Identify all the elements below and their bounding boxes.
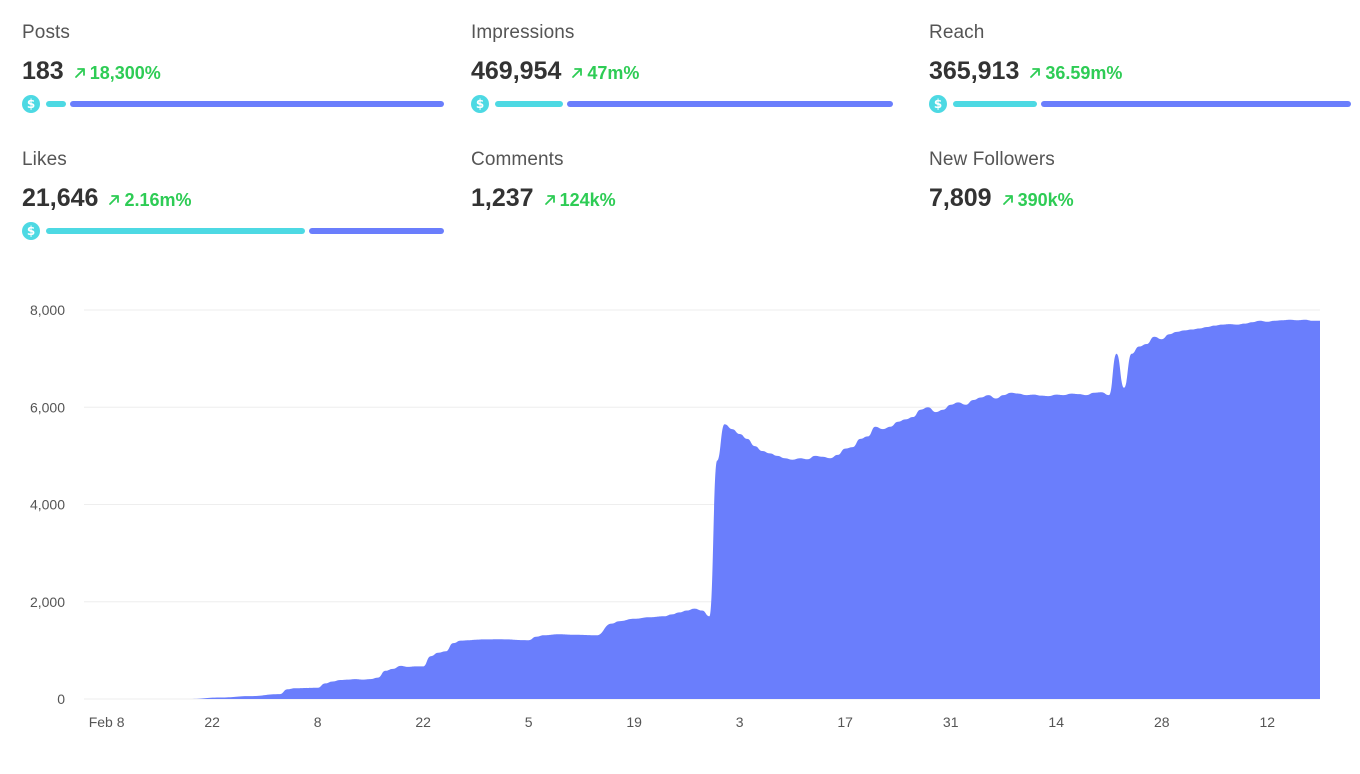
x-tick-label: 22 xyxy=(204,714,220,730)
x-tick-label: 28 xyxy=(1154,714,1170,730)
y-tick-label: 0 xyxy=(57,691,65,707)
x-tick-label: 17 xyxy=(837,714,853,730)
x-tick-label: 19 xyxy=(626,714,642,730)
y-tick-label: 6,000 xyxy=(30,399,65,415)
metric-value-row: 7,809 390k% xyxy=(929,184,1359,212)
metric-change-value: 124k% xyxy=(559,190,616,210)
x-tick-label: 5 xyxy=(525,714,533,730)
metric-value-row: 469,954 47m% xyxy=(471,57,901,85)
arrow-up-right-icon xyxy=(1030,68,1041,78)
progress-segment-primary xyxy=(46,101,66,107)
metric-progress-bar: $ xyxy=(22,222,444,240)
metric-progress-bar: $ xyxy=(929,95,1351,113)
dollar-icon: $ xyxy=(22,222,40,240)
metric-value: 365,913 xyxy=(929,57,1020,85)
metric-change: 390k% xyxy=(1002,189,1074,211)
metric-change-value: 390k% xyxy=(1017,190,1074,210)
chart-area-layer xyxy=(84,319,1320,699)
metric-change-value: 36.59m% xyxy=(1045,63,1123,83)
metric-change: 2.16m% xyxy=(108,189,192,211)
metric-change-value: 18,300% xyxy=(89,63,161,83)
x-tick-label: 31 xyxy=(943,714,959,730)
arrow-up-right-icon xyxy=(1002,195,1013,205)
dollar-icon: $ xyxy=(929,95,947,113)
metric-progress-bar: $ xyxy=(471,95,893,113)
series-area-0 xyxy=(84,319,1320,699)
x-tick-label: Feb 8 xyxy=(89,714,125,730)
y-tick-label: 2,000 xyxy=(30,594,65,610)
progress-segment-secondary xyxy=(70,101,444,107)
y-tick-label: 8,000 xyxy=(30,302,65,318)
metric-reach: Reach 365,913 36.59m% $ xyxy=(929,22,1359,113)
metric-value: 21,646 xyxy=(22,184,99,212)
metric-new-followers: New Followers 7,809 390k% xyxy=(929,149,1359,212)
progress-segment-secondary xyxy=(1041,101,1351,107)
followers-area-chart: 0 2,000 4,000 6,000 8,000 Feb 8 22 8 22 5 19 3 17 31… xyxy=(30,302,1320,730)
metric-posts: Posts 183 18,300% $ xyxy=(22,22,452,113)
x-tick-label: 14 xyxy=(1048,714,1064,730)
metric-value-row: 21,646 2.16m% xyxy=(22,184,452,212)
metric-change: 36.59m% xyxy=(1029,62,1122,84)
x-tick-label: 8 xyxy=(314,714,322,730)
metric-value-row: 1,237 124k% xyxy=(471,184,901,212)
metric-value: 7,809 xyxy=(929,184,992,212)
x-tick-label: 22 xyxy=(415,714,431,730)
x-axis: Feb 8 22 8 22 5 19 3 17 31 14 28 12 xyxy=(89,714,1276,730)
metric-impressions: Impressions 469,954 47m% $ xyxy=(471,22,901,113)
metric-label: Likes xyxy=(22,149,67,170)
metric-change: 124k% xyxy=(544,189,616,211)
metric-value-row: 183 18,300% xyxy=(22,57,452,85)
metric-label: Reach xyxy=(929,22,985,43)
x-tick-label: 12 xyxy=(1259,714,1275,730)
arrow-up-right-icon xyxy=(74,68,85,78)
y-tick-label: 4,000 xyxy=(30,497,65,513)
arrow-up-right-icon xyxy=(572,68,583,78)
dollar-icon: $ xyxy=(22,95,40,113)
progress-segment-primary xyxy=(46,228,305,234)
metric-progress-bar: $ xyxy=(22,95,444,113)
arrow-up-right-icon xyxy=(544,195,555,205)
y-axis: 0 2,000 4,000 6,000 8,000 xyxy=(30,302,65,707)
metric-label: New Followers xyxy=(929,149,1055,170)
metric-comments: Comments 1,237 124k% xyxy=(471,149,901,212)
metric-value: 1,237 xyxy=(471,184,534,212)
progress-segment-primary xyxy=(495,101,563,107)
metric-value: 469,954 xyxy=(471,57,562,85)
metric-change: 47m% xyxy=(571,62,639,84)
metric-change-value: 47m% xyxy=(587,63,640,83)
arrow-up-right-icon xyxy=(109,195,120,205)
progress-segment-primary xyxy=(953,101,1037,107)
dollar-icon: $ xyxy=(471,95,489,113)
metric-value-row: 365,913 36.59m% xyxy=(929,57,1359,85)
metric-change: 18,300% xyxy=(74,62,161,84)
metric-value: 183 xyxy=(22,57,64,85)
metric-likes: Likes 21,646 2.16m% $ xyxy=(22,149,452,240)
metric-label: Impressions xyxy=(471,22,575,43)
progress-segment-secondary xyxy=(309,228,444,234)
progress-segment-secondary xyxy=(567,101,893,107)
metric-change-value: 2.16m% xyxy=(124,190,192,210)
metric-label: Posts xyxy=(22,22,71,43)
metric-label: Comments xyxy=(471,149,564,170)
x-tick-label: 3 xyxy=(736,714,744,730)
